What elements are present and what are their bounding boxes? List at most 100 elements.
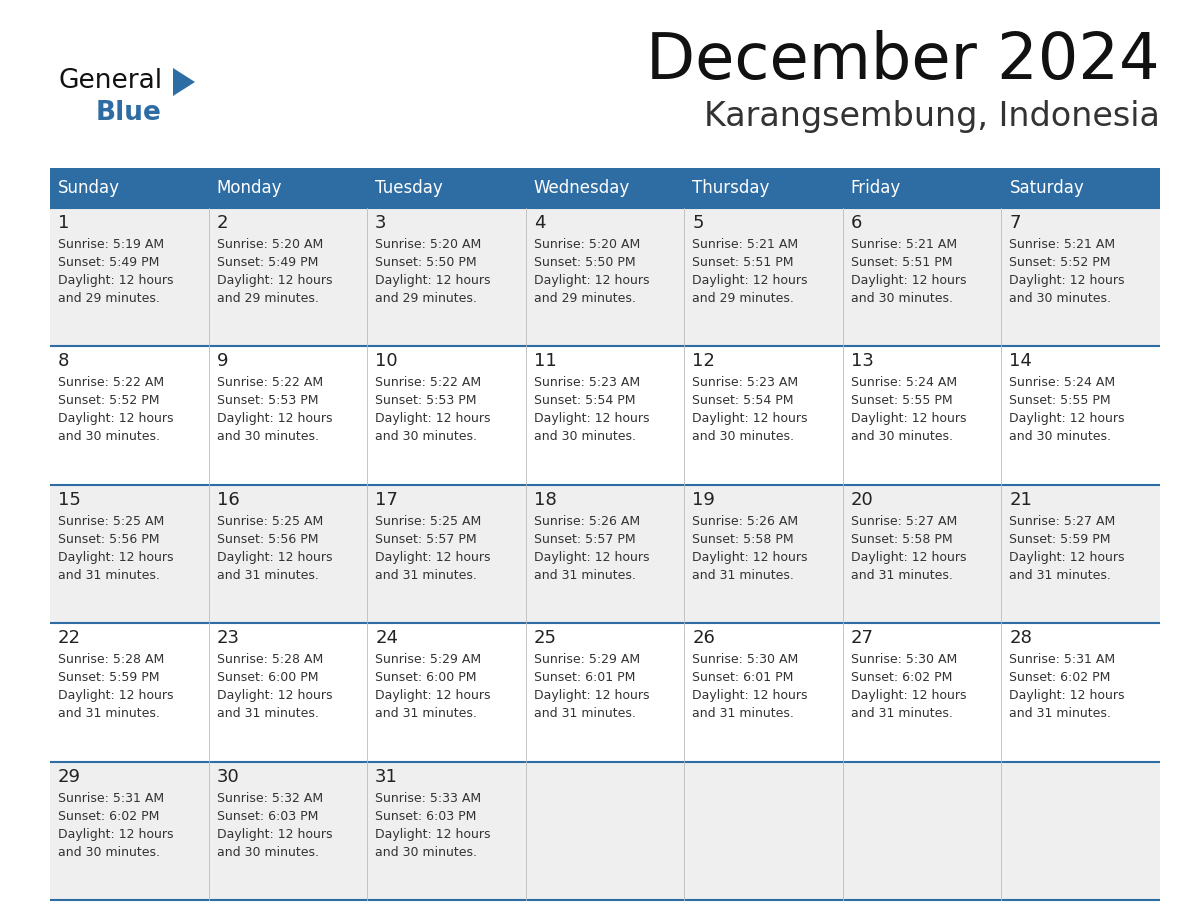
Text: 1: 1 [58, 214, 69, 232]
Text: 11: 11 [533, 353, 556, 370]
Text: Sunrise: 5:22 AM: Sunrise: 5:22 AM [216, 376, 323, 389]
Text: Sunrise: 5:29 AM: Sunrise: 5:29 AM [533, 654, 640, 666]
Text: and 31 minutes.: and 31 minutes. [375, 707, 478, 721]
Text: Sunset: 5:57 PM: Sunset: 5:57 PM [533, 532, 636, 546]
Text: Sunrise: 5:20 AM: Sunrise: 5:20 AM [533, 238, 640, 251]
Text: Sunrise: 5:21 AM: Sunrise: 5:21 AM [1010, 238, 1116, 251]
Text: Tuesday: Tuesday [375, 179, 443, 197]
Text: and 30 minutes.: and 30 minutes. [1010, 431, 1112, 443]
Text: Daylight: 12 hours: Daylight: 12 hours [851, 551, 966, 564]
Text: Karangsembung, Indonesia: Karangsembung, Indonesia [704, 100, 1159, 133]
Text: and 31 minutes.: and 31 minutes. [1010, 569, 1111, 582]
Text: Sunset: 6:02 PM: Sunset: 6:02 PM [851, 671, 953, 684]
Text: 15: 15 [58, 491, 81, 509]
Bar [50, 762, 1159, 900]
Text: Sunrise: 5:31 AM: Sunrise: 5:31 AM [58, 791, 164, 804]
Text: Sunset: 5:58 PM: Sunset: 5:58 PM [693, 532, 794, 546]
Text: December 2024: December 2024 [646, 30, 1159, 92]
Text: 24: 24 [375, 629, 398, 647]
Text: and 31 minutes.: and 31 minutes. [693, 707, 794, 721]
Text: and 29 minutes.: and 29 minutes. [693, 292, 794, 305]
Text: and 30 minutes.: and 30 minutes. [216, 431, 318, 443]
Text: Saturday: Saturday [1010, 179, 1085, 197]
Text: Sunrise: 5:23 AM: Sunrise: 5:23 AM [693, 376, 798, 389]
Text: Sunset: 6:02 PM: Sunset: 6:02 PM [58, 810, 159, 823]
Text: Monday: Monday [216, 179, 282, 197]
Text: and 31 minutes.: and 31 minutes. [1010, 707, 1111, 721]
Text: Daylight: 12 hours: Daylight: 12 hours [693, 412, 808, 425]
Polygon shape [173, 68, 195, 96]
Text: Daylight: 12 hours: Daylight: 12 hours [58, 551, 173, 564]
Text: 28: 28 [1010, 629, 1032, 647]
Text: Daylight: 12 hours: Daylight: 12 hours [375, 689, 491, 702]
Text: Sunrise: 5:27 AM: Sunrise: 5:27 AM [1010, 515, 1116, 528]
Text: Daylight: 12 hours: Daylight: 12 hours [533, 274, 649, 287]
Bar [50, 208, 1159, 346]
Text: and 31 minutes.: and 31 minutes. [216, 707, 318, 721]
Text: Sunrise: 5:21 AM: Sunrise: 5:21 AM [693, 238, 798, 251]
Text: Daylight: 12 hours: Daylight: 12 hours [851, 689, 966, 702]
Text: Sunset: 5:55 PM: Sunset: 5:55 PM [1010, 395, 1111, 408]
Text: 14: 14 [1010, 353, 1032, 370]
Bar [50, 346, 1159, 485]
Text: 31: 31 [375, 767, 398, 786]
Text: and 30 minutes.: and 30 minutes. [58, 845, 160, 858]
Text: and 31 minutes.: and 31 minutes. [693, 569, 794, 582]
Text: and 31 minutes.: and 31 minutes. [58, 707, 160, 721]
Text: and 29 minutes.: and 29 minutes. [375, 292, 478, 305]
Text: Sunset: 6:01 PM: Sunset: 6:01 PM [693, 671, 794, 684]
Text: Sunrise: 5:28 AM: Sunrise: 5:28 AM [216, 654, 323, 666]
Text: Sunset: 6:00 PM: Sunset: 6:00 PM [216, 671, 318, 684]
Text: Sunrise: 5:33 AM: Sunrise: 5:33 AM [375, 791, 481, 804]
Text: Daylight: 12 hours: Daylight: 12 hours [1010, 689, 1125, 702]
Text: and 31 minutes.: and 31 minutes. [851, 707, 953, 721]
Text: Daylight: 12 hours: Daylight: 12 hours [58, 828, 173, 841]
Text: Sunrise: 5:32 AM: Sunrise: 5:32 AM [216, 791, 323, 804]
Text: Sunrise: 5:25 AM: Sunrise: 5:25 AM [375, 515, 481, 528]
Text: 13: 13 [851, 353, 873, 370]
Text: and 30 minutes.: and 30 minutes. [58, 431, 160, 443]
Text: 2: 2 [216, 214, 228, 232]
Text: 6: 6 [851, 214, 862, 232]
Text: and 31 minutes.: and 31 minutes. [533, 569, 636, 582]
Text: Sunrise: 5:27 AM: Sunrise: 5:27 AM [851, 515, 958, 528]
Text: Sunrise: 5:24 AM: Sunrise: 5:24 AM [851, 376, 958, 389]
Text: and 30 minutes.: and 30 minutes. [1010, 292, 1112, 305]
Text: and 31 minutes.: and 31 minutes. [58, 569, 160, 582]
Bar [50, 485, 1159, 623]
Text: Daylight: 12 hours: Daylight: 12 hours [1010, 412, 1125, 425]
Text: Sunset: 5:58 PM: Sunset: 5:58 PM [851, 532, 953, 546]
Text: Daylight: 12 hours: Daylight: 12 hours [533, 412, 649, 425]
Text: Sunset: 5:50 PM: Sunset: 5:50 PM [533, 256, 636, 269]
Text: Sunset: 6:03 PM: Sunset: 6:03 PM [216, 810, 318, 823]
Text: 3: 3 [375, 214, 386, 232]
Text: Sunrise: 5:30 AM: Sunrise: 5:30 AM [851, 654, 958, 666]
Text: Sunset: 5:52 PM: Sunset: 5:52 PM [1010, 256, 1111, 269]
Text: Daylight: 12 hours: Daylight: 12 hours [216, 828, 333, 841]
Text: Sunset: 5:59 PM: Sunset: 5:59 PM [1010, 532, 1111, 546]
Text: Sunset: 5:49 PM: Sunset: 5:49 PM [216, 256, 318, 269]
Text: 16: 16 [216, 491, 239, 509]
Text: Sunrise: 5:24 AM: Sunrise: 5:24 AM [1010, 376, 1116, 389]
Text: Sunset: 5:50 PM: Sunset: 5:50 PM [375, 256, 476, 269]
Text: Friday: Friday [851, 179, 902, 197]
Text: Daylight: 12 hours: Daylight: 12 hours [693, 551, 808, 564]
Text: Sunset: 5:49 PM: Sunset: 5:49 PM [58, 256, 159, 269]
Text: and 31 minutes.: and 31 minutes. [851, 569, 953, 582]
Text: Sunrise: 5:29 AM: Sunrise: 5:29 AM [375, 654, 481, 666]
Text: and 30 minutes.: and 30 minutes. [375, 431, 478, 443]
Text: Daylight: 12 hours: Daylight: 12 hours [851, 412, 966, 425]
Text: Blue: Blue [96, 100, 162, 126]
Bar [50, 168, 1159, 208]
Text: Daylight: 12 hours: Daylight: 12 hours [216, 274, 333, 287]
Text: 30: 30 [216, 767, 239, 786]
Text: Sunrise: 5:20 AM: Sunrise: 5:20 AM [216, 238, 323, 251]
Text: Sunrise: 5:19 AM: Sunrise: 5:19 AM [58, 238, 164, 251]
Text: Sunday: Sunday [58, 179, 120, 197]
Text: 26: 26 [693, 629, 715, 647]
Text: Daylight: 12 hours: Daylight: 12 hours [58, 412, 173, 425]
Text: 5: 5 [693, 214, 703, 232]
Text: 27: 27 [851, 629, 874, 647]
Text: Daylight: 12 hours: Daylight: 12 hours [693, 689, 808, 702]
Text: Daylight: 12 hours: Daylight: 12 hours [216, 689, 333, 702]
